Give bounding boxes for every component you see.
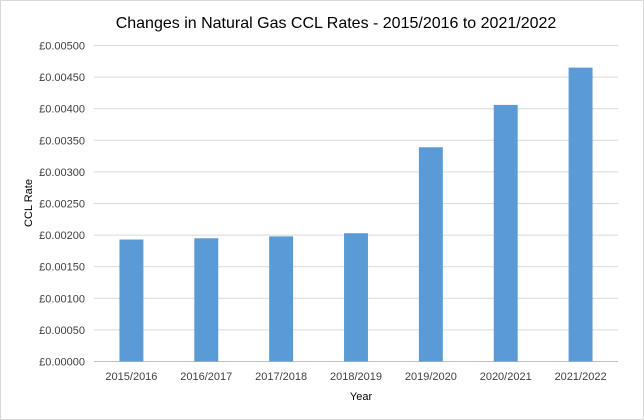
y-tick-label: £0.00250 (39, 199, 85, 211)
y-tick-label: £0.00050 (39, 325, 85, 337)
y-axis-title: CCL Rate (23, 179, 35, 227)
bar-2018-2019 (344, 233, 368, 362)
y-tick-label: £0.00500 (39, 41, 85, 53)
y-tick-label: £0.00100 (39, 293, 85, 305)
x-tick-label: 2019/2020 (405, 371, 457, 383)
chart-title: Changes in Natural Gas CCL Rates - 2015/… (116, 15, 557, 32)
bar-2015-2016 (119, 239, 144, 362)
x-axis-title: Year (350, 391, 373, 403)
bar-2020-2021 (493, 104, 518, 362)
y-tick-label: £0.00450 (39, 72, 85, 84)
y-tick-label: £0.00350 (39, 135, 85, 147)
y-tick-label: £0.00150 (39, 262, 85, 274)
y-tick-label: £0.00400 (39, 104, 85, 116)
x-tick-label: 2016/2017 (180, 371, 232, 383)
y-tick-label: £0.00300 (39, 167, 85, 179)
bar-2016-2017 (194, 238, 219, 362)
bar-2021-2022 (568, 67, 593, 362)
x-tick-label: 2017/2018 (255, 371, 307, 383)
x-tick-label: 2021/2022 (555, 371, 607, 383)
bar-2017-2018 (269, 236, 294, 362)
y-tick-label: £0.00000 (39, 357, 85, 369)
x-tick-label: 2015/2016 (105, 371, 157, 383)
x-tick-label: 2018/2019 (330, 371, 382, 383)
bar-2019-2020 (418, 147, 443, 362)
y-tick-label: £0.00200 (39, 230, 85, 242)
x-tick-label: 2020/2021 (480, 371, 532, 383)
